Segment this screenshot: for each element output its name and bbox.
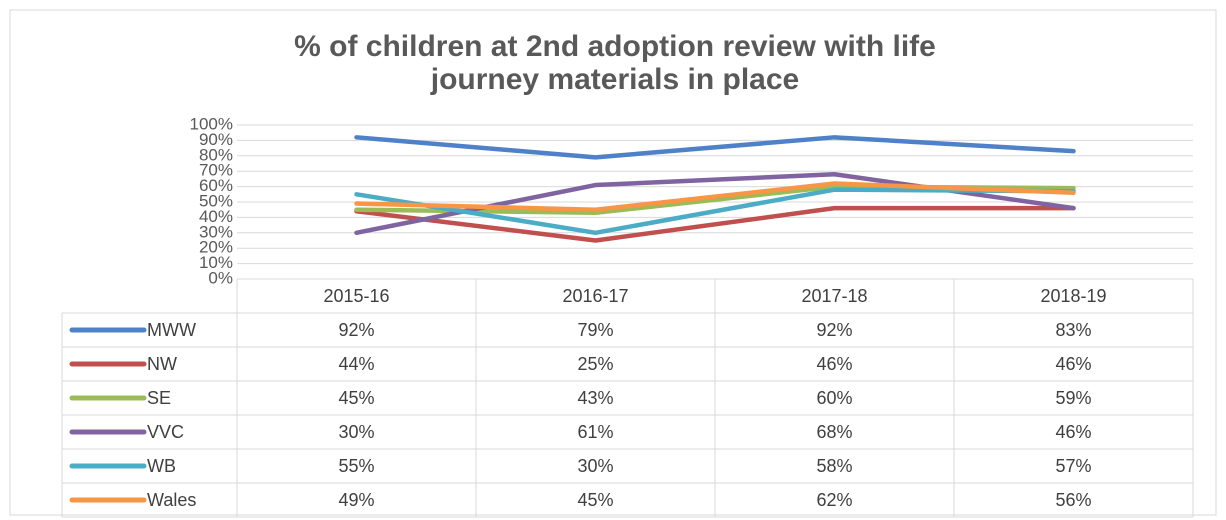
chart-title: journey materials in place: [430, 63, 799, 96]
y-tick-label: 10%: [199, 253, 233, 272]
table-value: 49%: [338, 490, 374, 510]
table-value: 68%: [816, 422, 852, 442]
x-tick-label: 2018-19: [1040, 286, 1106, 306]
series-line: [354, 181, 1076, 212]
table-value: 61%: [577, 422, 613, 442]
legend-label: NW: [147, 354, 177, 374]
y-tick-label: 70%: [199, 161, 233, 180]
table-value: 92%: [816, 320, 852, 340]
y-tick-label: 60%: [199, 176, 233, 195]
chart-frame: [9, 9, 1217, 516]
table-value: 30%: [338, 422, 374, 442]
table-value: 55%: [338, 456, 374, 476]
table-value: 79%: [577, 320, 613, 340]
table-value: 59%: [1055, 388, 1091, 408]
table-value: 60%: [816, 388, 852, 408]
legend-label: SE: [147, 388, 171, 408]
x-tick-label: 2016-17: [562, 286, 628, 306]
table-value: 58%: [816, 456, 852, 476]
table-value: 46%: [1055, 354, 1091, 374]
table-value: 57%: [1055, 456, 1091, 476]
table-value: 25%: [577, 354, 613, 374]
series-line: [354, 135, 1076, 160]
table-value: 56%: [1055, 490, 1091, 510]
y-tick-label: 90%: [199, 130, 233, 149]
y-tick-label: 30%: [199, 222, 233, 241]
series-line: [354, 187, 1076, 236]
x-tick-label: 2015-16: [323, 286, 389, 306]
table-value: 46%: [816, 354, 852, 374]
table-value: 43%: [577, 388, 613, 408]
y-tick-label: 50%: [199, 191, 233, 210]
legend-label: WB: [147, 456, 176, 476]
y-tick-label: 40%: [199, 207, 233, 226]
table-value: 46%: [1055, 422, 1091, 442]
table-value: 45%: [577, 490, 613, 510]
legend-label: Wales: [147, 490, 196, 510]
chart-title: % of children at 2nd adoption review wit…: [294, 30, 936, 63]
x-tick-label: 2017-18: [801, 286, 867, 306]
y-tick-label: 80%: [199, 145, 233, 164]
y-tick-label: 20%: [199, 238, 233, 257]
table-value: 83%: [1055, 320, 1091, 340]
series-line: [354, 205, 1076, 243]
legend-label: MWW: [147, 320, 196, 340]
table-value: 92%: [338, 320, 374, 340]
table-value: 62%: [816, 490, 852, 510]
legend-label: VVC: [147, 422, 184, 442]
table-value: 30%: [577, 456, 613, 476]
y-tick-label: 100%: [190, 114, 233, 133]
table-value: 44%: [338, 354, 374, 374]
y-tick-label: 0%: [208, 268, 233, 287]
table-value: 45%: [338, 388, 374, 408]
